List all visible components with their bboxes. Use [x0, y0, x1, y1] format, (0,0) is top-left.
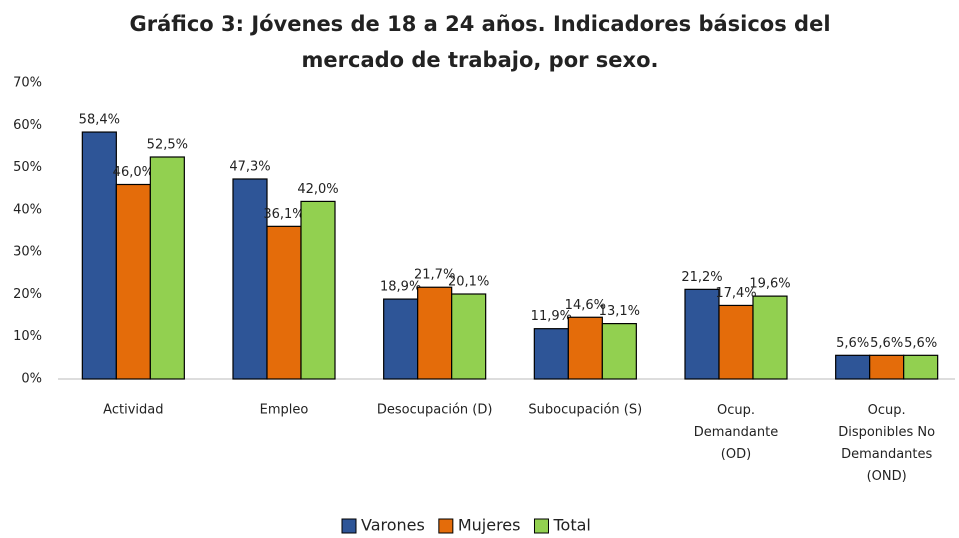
y-tick-label: 40%: [13, 202, 42, 217]
y-tick-label: 50%: [13, 160, 42, 175]
value-label: 21,2%: [681, 270, 722, 285]
bar: [601, 323, 637, 380]
bar: [149, 156, 185, 380]
legend-label: Total: [552, 516, 590, 535]
y-tick-label: 60%: [13, 118, 42, 133]
value-label: 19,6%: [749, 277, 790, 292]
chart-title: Gráfico 3: Jóvenes de 18 a 24 años. Indi…: [129, 12, 830, 72]
bar: [869, 354, 905, 380]
value-label: 46,0%: [113, 165, 154, 180]
bar: [451, 293, 487, 380]
y-tick-label: 70%: [13, 76, 42, 91]
bar: [300, 200, 336, 380]
value-label: 18,9%: [380, 280, 421, 295]
bar: [232, 178, 268, 380]
bar: [835, 354, 871, 380]
x-tick-label: Actividad: [103, 403, 163, 418]
legend-label: Mujeres: [458, 516, 521, 535]
value-label: 36,1%: [263, 207, 304, 222]
bar: [684, 288, 720, 380]
value-label: 11,9%: [531, 309, 572, 324]
value-label: 21,7%: [414, 268, 455, 283]
legend-swatch: [438, 518, 454, 534]
y-tick-label: 0%: [21, 372, 42, 387]
value-label: 5,6%: [904, 336, 937, 351]
legend-swatch: [341, 518, 357, 534]
bar: [417, 286, 453, 380]
bar: [383, 298, 419, 380]
value-label: 47,3%: [229, 159, 270, 174]
bar: [718, 304, 754, 380]
y-tick-label: 20%: [13, 287, 42, 302]
bar: [903, 354, 939, 380]
y-tick-label: 10%: [13, 329, 42, 344]
x-tick-label: Ocup. Disponibles No Demandantes (OND): [838, 403, 935, 484]
x-tick-label: Ocup. Demandante (OD): [694, 403, 778, 462]
x-tick-label: Desocupación (D): [377, 403, 493, 418]
value-label: 5,6%: [870, 336, 903, 351]
value-label: 58,4%: [79, 113, 120, 128]
bar: [81, 131, 117, 380]
value-label: 17,4%: [715, 286, 756, 301]
value-label: 14,6%: [565, 298, 606, 313]
legend-swatch: [533, 518, 549, 534]
bar: [752, 295, 788, 380]
value-label: 42,0%: [297, 182, 338, 197]
x-tick-label: Subocupación (S): [528, 403, 642, 418]
value-label: 20,1%: [448, 275, 489, 290]
legend-label: Varones: [361, 516, 425, 535]
bar: [115, 183, 151, 380]
bar: [266, 225, 302, 380]
value-label: 52,5%: [147, 138, 188, 153]
value-label: 5,6%: [836, 336, 869, 351]
y-tick-label: 30%: [13, 245, 42, 260]
bar: [533, 328, 569, 380]
x-tick-label: Empleo: [260, 403, 309, 418]
bar: [567, 316, 603, 380]
value-label: 13,1%: [599, 304, 640, 319]
